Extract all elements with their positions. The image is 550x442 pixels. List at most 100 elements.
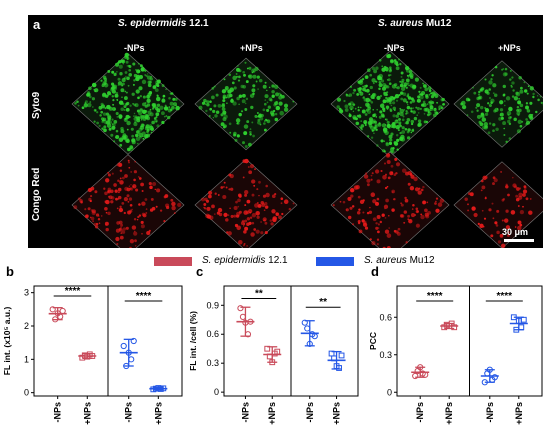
fluorescence-speck bbox=[98, 105, 103, 110]
fluorescence-speck bbox=[262, 108, 266, 112]
fluorescence-speck bbox=[339, 200, 342, 203]
fluorescence-speck bbox=[352, 223, 354, 226]
fluorescence-speck bbox=[430, 92, 433, 95]
fluorescence-speck bbox=[525, 102, 529, 105]
fluorescence-speck bbox=[376, 95, 381, 101]
scale-bar bbox=[504, 239, 534, 242]
fluorescence-speck bbox=[376, 179, 381, 184]
fluorescence-speck bbox=[226, 102, 228, 104]
fluorescence-speck bbox=[437, 202, 443, 207]
fluorescence-speck bbox=[493, 178, 498, 183]
fluorescence-speck bbox=[244, 190, 249, 195]
fluorescence-speck bbox=[283, 199, 289, 204]
fluorescence-speck bbox=[397, 112, 401, 116]
fluorescence-speck bbox=[91, 209, 96, 214]
data-point bbox=[237, 305, 244, 312]
fluorescence-speck bbox=[228, 188, 231, 191]
fluorescence-speck bbox=[118, 207, 124, 213]
fluorescence-speck bbox=[107, 171, 109, 174]
fluorescence-speck bbox=[241, 93, 246, 98]
fluorescence-speck bbox=[420, 214, 425, 220]
fluorescence-speck bbox=[440, 106, 444, 110]
fluorescence-speck bbox=[478, 90, 481, 94]
fluorescence-speck bbox=[124, 139, 127, 142]
fluorescence-speck bbox=[336, 97, 342, 102]
fluorescence-speck bbox=[505, 140, 508, 144]
fluorescence-speck bbox=[222, 117, 227, 122]
fluorescence-speck bbox=[368, 210, 373, 214]
fluorescence-speck bbox=[425, 94, 429, 98]
fluorescence-speck bbox=[339, 109, 343, 112]
fluorescence-speck bbox=[220, 113, 224, 117]
fluorescence-speck bbox=[229, 207, 231, 210]
fluorescence-speck bbox=[211, 87, 215, 90]
data-point bbox=[89, 353, 96, 359]
fluorescence-speck bbox=[236, 96, 240, 101]
fluorescence-speck bbox=[111, 125, 116, 130]
fluorescence-speck bbox=[121, 230, 126, 234]
fluorescence-speck bbox=[148, 229, 151, 232]
fluorescence-speck bbox=[243, 225, 245, 227]
fluorescence-speck bbox=[86, 93, 90, 97]
fluorescence-speck bbox=[479, 223, 484, 228]
fluorescence-speck bbox=[137, 176, 140, 178]
fluorescence-speck bbox=[369, 85, 373, 90]
fluorescence-speck bbox=[131, 138, 136, 143]
fluorescence-speck bbox=[120, 88, 125, 93]
fluorescence-speck bbox=[381, 123, 387, 128]
fluorescence-speck bbox=[477, 222, 480, 226]
fluorescence-speck bbox=[273, 84, 279, 90]
fluorescence-speck bbox=[435, 111, 439, 115]
fluorescence-speck bbox=[408, 84, 410, 87]
fluorescence-speck bbox=[102, 81, 107, 86]
fluorescence-speck bbox=[412, 107, 414, 109]
fluorescence-speck bbox=[507, 231, 510, 234]
fluorescence-speck bbox=[156, 79, 161, 84]
fluorescence-speck bbox=[366, 135, 370, 138]
fluorescence-speck bbox=[118, 227, 122, 231]
fluorescence-speck bbox=[476, 114, 482, 119]
fluorescence-speck bbox=[150, 197, 154, 201]
fluorescence-speck bbox=[271, 94, 275, 98]
fluorescence-speck bbox=[238, 69, 242, 73]
fluorescence-speck bbox=[203, 203, 207, 206]
fluorescence-speck bbox=[174, 97, 178, 101]
fluorescence-speck bbox=[150, 127, 154, 131]
species-strain: 12.1 bbox=[189, 18, 209, 29]
fluorescence-speck bbox=[399, 63, 401, 65]
fluorescence-speck bbox=[486, 91, 490, 95]
fluorescence-speck bbox=[496, 209, 500, 213]
legend-swatch-epidermidis bbox=[154, 257, 192, 266]
data-point bbox=[422, 371, 429, 378]
tile-frame bbox=[330, 151, 450, 248]
fluorescence-speck bbox=[244, 158, 249, 164]
fluorescence-speck bbox=[371, 78, 376, 83]
fluorescence-speck bbox=[377, 223, 380, 226]
fluorescence-speck bbox=[111, 82, 115, 86]
fluorescence-speck bbox=[243, 124, 249, 129]
fluorescence-speck bbox=[366, 109, 372, 115]
fluorescence-speck bbox=[400, 75, 403, 78]
fluorescence-speck bbox=[374, 124, 377, 127]
fluorescence-speck bbox=[460, 102, 464, 106]
fluorescence-speck bbox=[508, 122, 512, 126]
fluorescence-speck bbox=[131, 208, 133, 211]
fluorescence-speck bbox=[506, 111, 512, 116]
fluorescence-speck bbox=[221, 107, 226, 111]
fluorescence-speck bbox=[416, 98, 421, 103]
fluorescence-speck bbox=[145, 116, 151, 121]
fluorescence-speck bbox=[111, 172, 114, 175]
fluorescence-speck bbox=[135, 188, 139, 192]
fluorescence-speck bbox=[126, 65, 129, 67]
fluorescence-speck bbox=[238, 240, 243, 245]
fluorescence-speck bbox=[516, 129, 521, 134]
fluorescence-speck bbox=[269, 110, 275, 115]
fluorescence-speck bbox=[493, 109, 497, 113]
fluorescence-speck bbox=[164, 104, 167, 107]
fluorescence-speck bbox=[126, 128, 129, 131]
fluorescence-speck bbox=[504, 100, 506, 102]
fluorescence-speck bbox=[362, 85, 365, 88]
fluorescence-speck bbox=[224, 86, 229, 90]
fluorescence-speck bbox=[377, 230, 380, 234]
fluorescence-speck bbox=[113, 183, 117, 187]
